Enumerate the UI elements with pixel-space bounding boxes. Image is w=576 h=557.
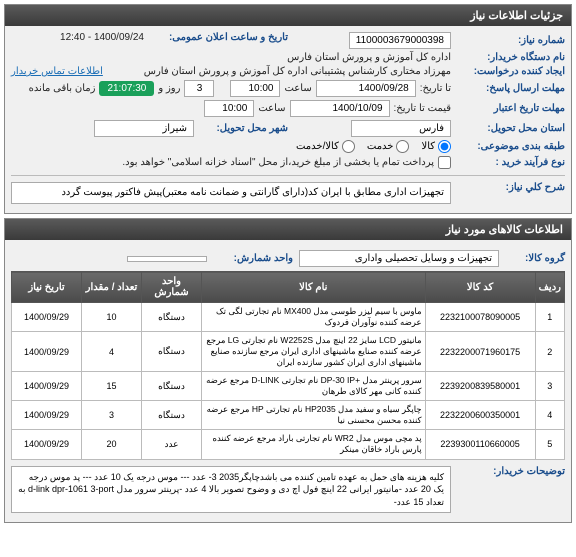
cell-code: 2232100078090005 (425, 303, 535, 332)
panel-title: جزئیات اطلاعات نیاز (5, 5, 571, 26)
unit-top (127, 256, 207, 262)
cell-unit: دستگاه (142, 372, 202, 401)
need-no: 1100003679000398 (349, 32, 451, 49)
need-desc: تجهیزات اداری مطابق با ایران کد(دارای گا… (11, 182, 451, 204)
col-unit: واحد شمارش (142, 272, 202, 303)
cell-row: 5 (535, 430, 564, 459)
cell-row: 1 (535, 303, 564, 332)
remain-days-unit: روز و (158, 83, 180, 94)
cell-name: مانیتور LCD سایز 22 اینچ مدل W2252S نام … (202, 332, 426, 372)
cell-date: 1400/09/29 (12, 430, 82, 459)
announce-label: تاریخ و ساعت اعلان عمومی: (148, 32, 288, 43)
cell-date: 1400/09/29 (12, 332, 82, 372)
panel-body: شماره نیاز: 1100003679000398 تاریخ و ساع… (5, 26, 571, 213)
radio-goods[interactable]: کالا (421, 140, 451, 153)
deadline-sub: تا تاریخ: (420, 83, 451, 94)
radio-both[interactable]: کالا/خدمت (296, 140, 355, 153)
subject-cat-label: طبقه بندی موضوعی: (455, 141, 565, 152)
purchase-type-label: نوع فرآیند خرید : (455, 157, 565, 168)
cell-row: 4 (535, 401, 564, 430)
cell-name: ماوس با سیم لیزر طوسی مدل MX400 نام تجار… (202, 303, 426, 332)
goods-body: گروه کالا: تجهیزات و وسایل تحصیلی واداری… (5, 240, 571, 522)
purchase-note: پرداخت تمام یا بخشی از مبلغ خرید،از محل … (122, 157, 434, 168)
cell-code: 2232200071960175 (425, 332, 535, 372)
cell-row: 2 (535, 332, 564, 372)
table-row: 32239200839580001سرور پرینتر مدل +DP-30 … (12, 372, 565, 401)
validity-time: 10:00 (204, 100, 254, 117)
cell-name: چاپگر سیاه و سفید مدل HP2035 نام تجارتی … (202, 401, 426, 430)
purchase-checkbox[interactable] (438, 156, 451, 169)
cell-date: 1400/09/29 (12, 372, 82, 401)
group-label: گروه کالا: (505, 253, 565, 264)
city-label: شهر محل تحویل: (198, 123, 288, 134)
province: فارس (351, 120, 451, 137)
cell-date: 1400/09/29 (12, 303, 82, 332)
city: شیراز (94, 120, 194, 137)
cell-name: سرور پرینتر مدل +DP-30 IP نام تجارتی D-L… (202, 372, 426, 401)
cell-code: 2232200600350001 (425, 401, 535, 430)
validity-label: مهلت تاریخ اعتبار (455, 103, 565, 114)
province-label: استان محل تحویل: (455, 123, 565, 134)
notes-label: توضیحات خریدار: (455, 466, 565, 477)
cell-date: 1400/09/29 (12, 401, 82, 430)
goods-header: اطلاعات کالاهای مورد نیاز (5, 219, 571, 240)
countdown: 21:07:30 (99, 81, 154, 96)
radio-goods-input[interactable] (438, 140, 451, 153)
contact-link[interactable]: اطلاعات تماس خریدار (11, 66, 103, 77)
table-row: 52239300110660005پد مچی موس مدل WR2 نام … (12, 430, 565, 459)
deadline-label: مهلت ارسال پاسخ: (455, 83, 565, 94)
cell-unit: دستگاه (142, 303, 202, 332)
notes: کلیه هزینه های حمل به عهده تامین کننده م… (11, 466, 451, 514)
radio-both-input[interactable] (342, 140, 355, 153)
table-row: 12232100078090005ماوس با سیم لیزر طوسی م… (12, 303, 565, 332)
time-label-1: ساعت (284, 83, 311, 94)
col-row: ردیف (535, 272, 564, 303)
cell-qty: 15 (82, 372, 142, 401)
cell-qty: 20 (82, 430, 142, 459)
radio-service-input[interactable] (396, 140, 409, 153)
deadline-time: 10:00 (230, 80, 280, 97)
remain-label: زمان باقی مانده (29, 83, 96, 94)
buyer-label: نام دستگاه خریدار: (455, 52, 565, 63)
need-no-label: شماره نیاز: (455, 35, 565, 46)
cell-qty: 4 (82, 332, 142, 372)
validity-date: 1400/10/09 (290, 100, 390, 117)
cell-row: 3 (535, 372, 564, 401)
deadline-date: 1400/09/28 (316, 80, 416, 97)
group-value: تجهیزات و وسایل تحصیلی واداری (299, 250, 499, 267)
need-desc-label: شرح كلي نیاز: (455, 182, 565, 193)
goods-panel: اطلاعات کالاهای مورد نیاز گروه کالا: تجه… (4, 218, 572, 523)
table-row: 42232200600350001چاپگر سیاه و سفید مدل H… (12, 401, 565, 430)
cell-unit: دستگاه (142, 332, 202, 372)
table-header-row: ردیف کد کالا نام کالا واحد شمارش تعداد /… (12, 272, 565, 303)
buyer-value: اداره کل آموزش و پرورش استان فارس (287, 52, 451, 63)
announce-value: 1400/09/24 - 12:40 (60, 32, 144, 43)
subject-radio-group: کالا خدمت کالا/خدمت (296, 140, 451, 153)
cell-unit: عدد (142, 430, 202, 459)
remain-days: 3 (184, 80, 214, 97)
cell-name: پد مچی موس مدل WR2 نام تجارتی باراد مرجع… (202, 430, 426, 459)
details-panel: جزئیات اطلاعات نیاز شماره نیاز: 11000036… (4, 4, 572, 214)
cell-unit: دستگاه (142, 401, 202, 430)
cell-code: 2239200839580001 (425, 372, 535, 401)
col-date: تاریخ نیاز (12, 272, 82, 303)
table-row: 22232200071960175مانیتور LCD سایز 22 این… (12, 332, 565, 372)
col-name: نام کالا (202, 272, 426, 303)
cell-code: 2239300110660005 (425, 430, 535, 459)
unit-label: واحد شمارش: (213, 253, 293, 264)
goods-table: ردیف کد کالا نام کالا واحد شمارش تعداد /… (11, 271, 565, 460)
radio-service[interactable]: خدمت (367, 140, 410, 153)
validity-sub: قیمت تا تاریخ: (394, 103, 451, 114)
col-qty: تعداد / مقدار (82, 272, 142, 303)
cell-qty: 10 (82, 303, 142, 332)
col-code: کد کالا (425, 272, 535, 303)
requester-label: ایجاد کننده درخواست: (455, 66, 565, 77)
cell-qty: 3 (82, 401, 142, 430)
time-label-2: ساعت (258, 103, 285, 114)
requester-value: مهرزاد مختاری کارشناس پشتیبانی اداره کل … (107, 66, 451, 77)
